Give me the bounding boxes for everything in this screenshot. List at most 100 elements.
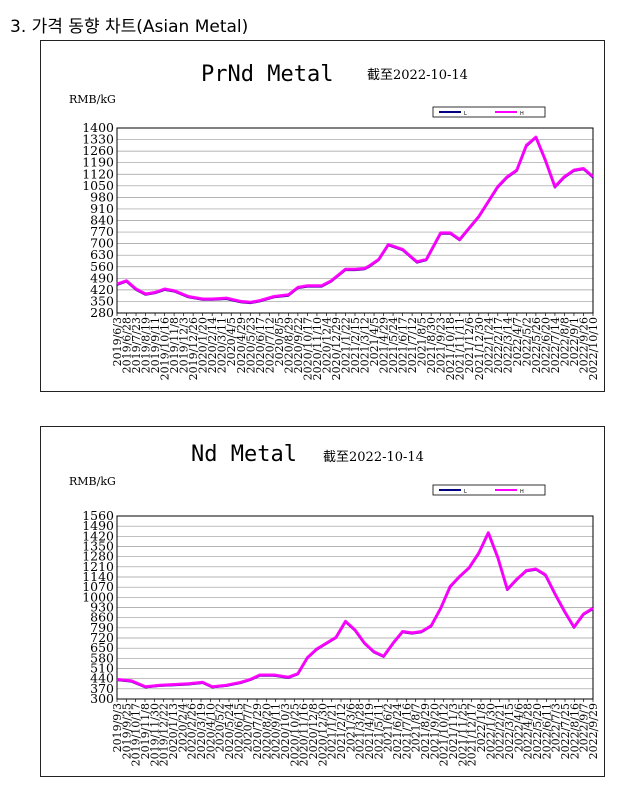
prnd-xtick-label: 2019/7/23 <box>130 317 143 373</box>
prnd-xtick-label: 2021/12/6 <box>463 317 476 373</box>
nd-xtick-label: 2022/4/28 <box>522 703 535 759</box>
nd-xtick-label: 2022/9/29 <box>587 703 600 759</box>
nd-xtick-label: 2020/6/15 <box>232 703 245 759</box>
nd-ytick-label: 1140 <box>82 569 114 584</box>
prnd-xtick-label: 2021/6/17 <box>397 317 410 373</box>
prnd-xtick-label: 2019/6/28 <box>121 317 134 373</box>
nd-plot-frame <box>116 515 594 700</box>
prnd-xtick-label: 2021/11/11 <box>454 317 467 380</box>
prnd-legend-label-L: L <box>464 111 467 117</box>
nd-xtick-label: 2020/8/20 <box>260 703 273 759</box>
nd-xtick-label: 2020/10/3 <box>279 703 292 759</box>
prnd-series-H <box>116 135 594 304</box>
prnd-xtick-label: 2021/5/24 <box>387 317 400 373</box>
nd-xtick-label: 2020/10/25 <box>288 703 301 766</box>
prnd-xtick-label: 2022/5/26 <box>530 317 543 373</box>
prnd-xtick-label: 2020/12/29 <box>330 317 343 380</box>
nd-xtick-label: 2021/10/12 <box>438 703 451 766</box>
nd-ylabel: RMB/kG <box>69 475 116 488</box>
prnd-xtick-label: 2022/3/14 <box>501 317 514 373</box>
nd-ytick-label: 1350 <box>82 539 114 554</box>
nd-xtick-label: 2022/1/8 <box>475 703 488 752</box>
prnd-xtick-label: 2020/2/14 <box>206 317 219 373</box>
nd-xtick-label: 2022/6/11 <box>540 703 553 759</box>
nd-ytick-label: 1210 <box>82 559 114 574</box>
prnd-subtitle: 截至2022-10-14 <box>367 68 468 83</box>
nd-xtick-label: 2020/1/13 <box>167 703 180 759</box>
prnd-ytick-label: 280 <box>90 305 114 320</box>
nd-xtick-label: 2020/9/11 <box>270 703 283 759</box>
nd-xtick-label: 2021/3/6 <box>344 703 357 752</box>
prnd-ytick-label: 1120 <box>82 166 114 181</box>
nd-xtick-label: 2020/2/4 <box>176 703 189 752</box>
prnd-xtick-label: 2021/2/15 <box>349 317 362 373</box>
nd-xtick-label: 2020/4/10 <box>204 703 217 759</box>
nd-xtick-label: 2019/11/8 <box>139 703 152 759</box>
nd-series-H <box>116 531 594 689</box>
prnd-xtick-label: 2022/2/17 <box>492 317 505 373</box>
prnd-xtick-label: 2020/11/10 <box>311 317 324 380</box>
nd-xtick-label: 2019/9/3 <box>111 703 124 752</box>
prnd-ytick-label: 980 <box>90 189 114 204</box>
nd-xtick-label: 2019/12/22 <box>158 703 171 766</box>
nd-ytick-label: 720 <box>90 630 114 645</box>
prnd-xtick-label: 2022/5/2 <box>520 317 533 366</box>
nd-title: Nd Metal <box>191 442 297 467</box>
nd-xtick-label: 2022/2/21 <box>494 703 507 759</box>
prnd-xtick-label: 2021/1/22 <box>339 317 352 373</box>
nd-xtick-label: 2021/7/16 <box>400 703 413 759</box>
prnd-xtick-label: 2022/9/26 <box>577 317 590 373</box>
nd-xtick-label: 2021/8/29 <box>419 703 432 759</box>
nd-ytick-label: 510 <box>90 661 114 676</box>
prnd-ytick-label: 1050 <box>82 178 114 193</box>
nd-xtick-label: 2021/2/12 <box>335 703 348 759</box>
nd-xtick-label: 2021/11/3 <box>447 703 460 759</box>
nd-xtick-label: 2021/1/21 <box>326 703 339 759</box>
prnd-xtick-label: 2019/8/19 <box>140 317 153 373</box>
nd-xtick-label: 2022/5/20 <box>531 703 544 759</box>
prnd-xtick-label: 2022/4/7 <box>511 317 524 366</box>
prnd-xtick-label: 2021/8/5 <box>416 317 429 366</box>
section-heading: 3. 가격 동향 차트(Asian Metal) <box>10 17 249 37</box>
prnd-ylabel: RMB/kG <box>69 93 116 106</box>
prnd-ytick-label: 910 <box>90 201 114 216</box>
prnd-xtick-label: 2020/8/29 <box>282 317 295 373</box>
nd-xtick-label: 2021/9/20 <box>428 703 441 759</box>
prnd-xtick-label: 2022/7/14 <box>549 317 562 373</box>
nd-ytick-label: 580 <box>90 650 114 665</box>
nd-subtitle: 截至2022-10-14 <box>323 450 424 465</box>
nd-xtick-label: 2021/6/2 <box>382 703 395 752</box>
nd-xtick-label: 2020/5/24 <box>223 703 236 759</box>
prnd-xtick-label: 2020/8/5 <box>273 317 286 366</box>
prnd-xtick-label: 2020/12/4 <box>320 317 333 373</box>
prnd-xtick-label: 2021/12/30 <box>473 317 486 380</box>
nd-xtick-label: 2020/5/2 <box>214 703 227 752</box>
prnd-xtick-label: 2021/10/18 <box>444 317 457 380</box>
prnd-ytick-label: 490 <box>90 270 114 285</box>
nd-xtick-label: 2020/12/8 <box>307 703 320 759</box>
prnd-xtick-label: 2019/12/26 <box>187 317 200 380</box>
prnd-ytick-label: 1260 <box>82 143 114 158</box>
nd-chart-panel: Nd Metal 截至2022-10-14 RMB/kG L H 300 370 440 510… <box>40 426 605 777</box>
nd-xtick-label: 2021/5/11 <box>372 703 385 759</box>
nd-xtick-label: 2021/12/17 <box>466 703 479 766</box>
nd-xtick-label: 2020/11/16 <box>298 703 311 766</box>
prnd-xtick-label: 2019/10/16 <box>159 317 172 380</box>
nd-ytick-label: 440 <box>90 671 114 686</box>
prnd-xtick-label: 2020/4/5 <box>225 317 238 366</box>
prnd-xtick-label: 2021/4/29 <box>378 317 391 373</box>
nd-xtick-label: 2022/1/30 <box>484 703 497 759</box>
nd-xtick-label: 2021/3/28 <box>354 703 367 759</box>
nd-ytick-label: 300 <box>90 691 114 706</box>
prnd-xtick-label: 2019/6/3 <box>111 317 124 366</box>
nd-xtick-label: 2021/11/25 <box>456 703 469 766</box>
prnd-xtick-label: 2022/6/20 <box>539 317 552 373</box>
nd-xtick-label: 2019/11/30 <box>148 703 161 766</box>
prnd-xtick-label: 2020/4/29 <box>235 317 248 373</box>
prnd-ytick-label: 560 <box>90 259 114 274</box>
nd-legend-box <box>432 484 546 496</box>
nd-xtick-label: 2022/4/6 <box>512 703 525 752</box>
nd-xtick-label: 2020/3/19 <box>195 703 208 759</box>
